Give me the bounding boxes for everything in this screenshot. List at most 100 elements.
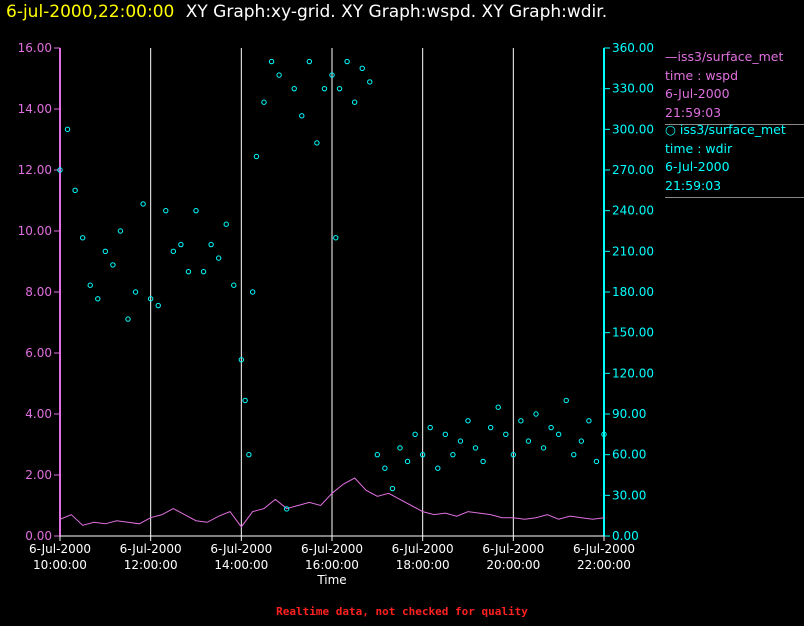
wdir-point (442, 431, 449, 438)
wdir-point (57, 167, 63, 173)
wdir-point (283, 506, 290, 512)
x-tick-label-date: 6-Jul-2000 (573, 542, 635, 556)
wdir-point (344, 58, 350, 65)
wdir-point (518, 418, 524, 424)
wdir-point (64, 126, 71, 133)
left-tick-label: 14.00 (18, 102, 52, 116)
wdir-point (555, 431, 562, 438)
x-tick-label-time: 18:00:00 (396, 558, 450, 572)
legend-wdir: ○ iss3/surface_met time : wdir 6-Jul-200… (665, 121, 804, 198)
legend-divider (665, 197, 804, 198)
wdir-point (79, 235, 86, 241)
wdir-point (102, 248, 109, 255)
wdir-point (487, 424, 494, 431)
wdir-point (163, 207, 169, 214)
right-tick-label: 360.00 (612, 41, 654, 55)
right-tick-label: 30.00 (612, 488, 646, 502)
wdir-point (480, 458, 486, 465)
x-tick-label-time: 12:00:00 (124, 558, 178, 572)
x-tick-label-time: 22:00:00 (577, 558, 631, 572)
x-tick-label-date: 6-Jul-2000 (210, 542, 272, 556)
wdir-point (299, 113, 305, 119)
wdir-point (336, 85, 343, 92)
wdir-point (359, 65, 365, 72)
wdir-point (495, 404, 501, 410)
right-tick-label: 300.00 (612, 122, 654, 136)
left-tick-label: 0.00 (25, 529, 52, 543)
x-tick-label-date: 6-Jul-2000 (301, 542, 363, 556)
left-tick-label: 12.00 (18, 163, 52, 177)
wdir-point (178, 241, 184, 248)
wdir-point (563, 397, 569, 404)
wdir-point (268, 58, 275, 65)
right-tick-label: 180.00 (612, 285, 654, 299)
right-tick-label: 120.00 (612, 366, 654, 380)
wdir-point (185, 268, 192, 275)
wdir-point (140, 201, 146, 207)
wdir-point (533, 411, 539, 417)
left-tick-label: 6.00 (25, 346, 52, 360)
left-tick-label: 16.00 (18, 41, 52, 55)
right-tick-label: 0.00 (612, 529, 639, 543)
left-tick-label: 2.00 (25, 468, 52, 482)
legend-series-name: iss3/surface_met (679, 122, 786, 137)
wdir-point (450, 451, 456, 458)
right-tick-label: 270.00 (612, 163, 654, 177)
legend-time: 21:59:03 (665, 177, 722, 193)
legend-circle-marker: ○ (665, 122, 680, 137)
wdir-point (578, 438, 585, 444)
x-tick-label-date: 6-Jul-2000 (392, 542, 454, 556)
wdir-point (249, 289, 256, 295)
wdir-point (170, 248, 177, 255)
wdir-point (510, 451, 517, 458)
wdir-point (215, 255, 222, 261)
wdir-point (540, 445, 547, 451)
wdir-point (132, 289, 139, 295)
wdir-point (382, 465, 388, 471)
left-tick-label: 4.00 (25, 407, 52, 421)
wdir-point (457, 438, 464, 444)
quality-disclaimer: Realtime data, not checked for quality (276, 605, 528, 618)
wdir-point (238, 357, 245, 363)
wdir-point (110, 262, 116, 268)
wspd-line (59, 477, 605, 528)
x-tick-label-time: 14:00:00 (214, 558, 268, 572)
wdir-point (223, 221, 229, 227)
legend-wspd: —iss3/surface_met time : wspd 6-Jul-2000… (665, 48, 804, 125)
timestamp-title: 6-jul-2000,22:00:00 (6, 2, 175, 22)
wdir-point (95, 296, 101, 302)
legend-variable: time : wspd (665, 67, 739, 83)
legend-series-name: iss3/surface_met (677, 49, 784, 64)
wdir-point (200, 268, 207, 275)
wdir-point (155, 302, 161, 309)
x-tick-label-date: 6-Jul-2000 (482, 542, 544, 556)
wdir-point (412, 431, 418, 438)
wdir-point (87, 282, 93, 288)
right-tick-label: 150.00 (612, 326, 654, 340)
wdir-point (276, 72, 282, 78)
wdir-point (404, 458, 411, 465)
wdir-point (72, 187, 78, 194)
wdir-point (231, 282, 237, 288)
wdir-point (321, 85, 328, 92)
left-tick-label: 8.00 (25, 285, 52, 299)
title-bar: 6-jul-2000,22:00:00 XY Graph:xy-grid. XY… (6, 2, 607, 22)
x-tick-label-time: 20:00:00 (486, 558, 540, 572)
wdir-point (314, 140, 320, 146)
legend-line-marker: — (665, 49, 678, 64)
left-tick-label: 10.00 (18, 224, 52, 238)
wdir-point (525, 438, 532, 444)
x-tick-label-date: 6-Jul-2000 (29, 542, 91, 556)
wdir-point (593, 458, 600, 465)
right-tick-label: 210.00 (612, 244, 654, 258)
wdir-point (465, 418, 471, 424)
wdir-point (435, 465, 441, 471)
wdir-point (147, 296, 154, 302)
wdir-point (374, 451, 381, 458)
wdir-point (427, 424, 433, 431)
wdir-point (389, 485, 396, 492)
wdir-point (571, 451, 577, 458)
wdir-point (503, 431, 509, 438)
wdir-point (246, 451, 252, 458)
